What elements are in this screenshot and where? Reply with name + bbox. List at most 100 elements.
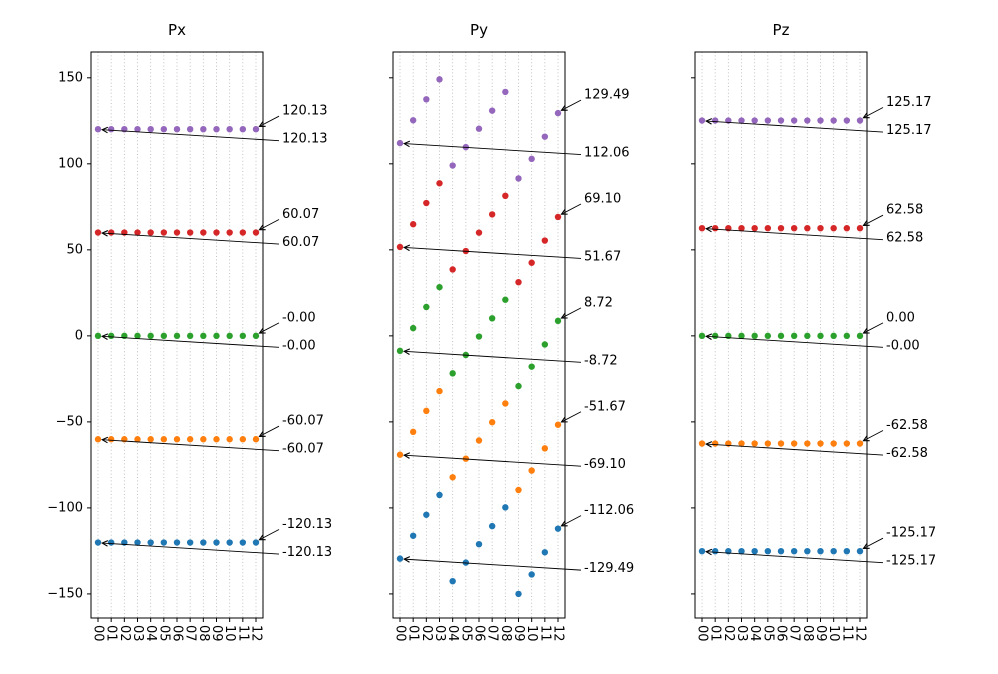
data-point [698, 440, 706, 447]
data-point [252, 125, 260, 133]
data-point [107, 436, 115, 443]
x-tick-label: 08 [800, 625, 815, 642]
annotation-label-last: -60.07 [282, 414, 324, 429]
annotation-label-last: 0.00 [886, 310, 915, 325]
x-tick-label: 10 [222, 625, 237, 642]
data-point [817, 332, 824, 340]
data-point [698, 547, 706, 555]
data-point [764, 440, 772, 447]
data-point [396, 347, 404, 355]
x-tick-label: 06 [170, 625, 185, 642]
y-tick-label: −150 [47, 586, 83, 601]
data-point [777, 117, 785, 124]
x-tick-label: 07 [183, 625, 198, 642]
annotation-label-last: 120.13 [282, 104, 328, 119]
x-tick-label: 05 [458, 625, 473, 642]
data-point [94, 539, 102, 546]
annotation-label-first: -0.00 [282, 338, 316, 353]
data-point [449, 370, 456, 377]
annotation-arrow-first [704, 225, 884, 241]
annotation-arrow-last [560, 203, 582, 215]
data-point [147, 436, 154, 443]
x-tick-label: 09 [511, 625, 526, 642]
data-point [488, 419, 496, 426]
data-point [856, 547, 864, 555]
data-point [804, 547, 811, 555]
annotation-arrow-first [100, 333, 280, 348]
data-point [856, 332, 864, 340]
data-point [173, 229, 181, 236]
annotation-arrow-last [258, 115, 280, 127]
annotation-arrow-last [560, 411, 582, 423]
data-point [528, 155, 535, 163]
data-point [94, 229, 102, 236]
annotation-label-last: -51.67 [584, 399, 626, 414]
data-point [830, 117, 837, 124]
data-point [107, 125, 115, 133]
x-tick-label: 04 [747, 625, 762, 642]
data-point [698, 117, 706, 124]
data-point [777, 224, 785, 232]
x-tick-label: 08 [196, 625, 211, 642]
data-point [449, 162, 456, 169]
data-point [751, 332, 758, 340]
annotation-label-last: -112.06 [584, 503, 634, 518]
data-point [817, 440, 824, 447]
data-point [711, 332, 719, 340]
data-point [502, 504, 509, 511]
x-tick-label: 12 [551, 625, 566, 642]
series-orange [698, 440, 864, 447]
data-point [409, 532, 417, 539]
data-point [409, 428, 417, 436]
data-point [541, 341, 549, 348]
annotation-label-last: 62.58 [886, 203, 923, 218]
data-point [160, 229, 168, 236]
annotation-arrow-first [100, 230, 280, 245]
data-point [252, 436, 260, 443]
data-point [488, 522, 496, 530]
data-point [751, 440, 758, 447]
series-green [94, 332, 260, 340]
y-tick-label: −100 [47, 500, 83, 515]
annotation-arrow-first [704, 441, 884, 456]
data-point [475, 437, 483, 444]
series-blue [94, 539, 260, 546]
data-point [515, 486, 522, 494]
data-point [843, 224, 851, 232]
data-point [239, 332, 247, 340]
data-point [226, 229, 233, 236]
x-tick-label: 01 [708, 625, 723, 642]
data-point [134, 229, 141, 236]
x-tick-label: 12 [853, 625, 868, 642]
data-point [252, 229, 260, 236]
data-point [94, 436, 102, 443]
data-point [449, 474, 456, 481]
data-point [843, 440, 851, 447]
series-red [396, 180, 562, 286]
x-tick-label: 03 [432, 625, 447, 642]
annotation-arrow-last [560, 307, 582, 319]
data-point [396, 451, 404, 458]
annotation-label-first: -60.07 [282, 442, 324, 457]
data-point [856, 440, 864, 447]
data-point [777, 332, 785, 340]
data-point [711, 547, 719, 555]
data-point [751, 117, 758, 124]
data-point [804, 332, 811, 340]
x-tick-label: 02 [721, 625, 736, 642]
data-point [200, 125, 207, 133]
data-point [502, 296, 509, 303]
annotation-label-first: -125.17 [886, 554, 936, 569]
data-point [449, 577, 456, 585]
x-tick-label: 10 [826, 625, 841, 642]
annotation-label-first: -120.13 [282, 545, 332, 560]
annotation-arrow-first [402, 452, 582, 467]
x-tick-label: 06 [472, 625, 487, 642]
data-point [147, 125, 154, 133]
annotation-label-last: 8.72 [584, 295, 613, 310]
data-point [475, 540, 483, 548]
annotation-label-first: -62.58 [886, 446, 928, 461]
data-point [213, 125, 220, 133]
annotation-arrow-last [258, 322, 280, 334]
